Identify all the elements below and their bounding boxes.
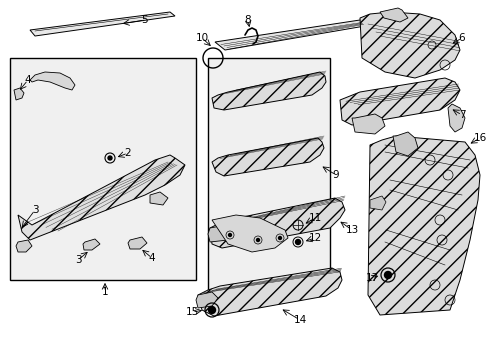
Text: 3: 3 [75,255,81,265]
Polygon shape [83,239,100,250]
Polygon shape [209,198,345,248]
Circle shape [208,306,215,314]
Text: 2: 2 [124,148,131,158]
Circle shape [384,271,391,279]
Polygon shape [369,196,385,210]
Text: 6: 6 [458,33,465,43]
Polygon shape [207,225,231,242]
Circle shape [228,234,231,237]
Polygon shape [359,12,459,78]
Polygon shape [196,292,218,308]
Text: 13: 13 [345,225,358,235]
Polygon shape [14,88,24,100]
Polygon shape [392,132,417,156]
Polygon shape [367,136,479,315]
Bar [207,58,329,290]
Polygon shape [339,78,459,125]
Text: 10: 10 [195,33,208,43]
Text: 14: 14 [293,315,306,325]
Text: 4: 4 [24,75,31,85]
Bar [10,58,196,280]
Polygon shape [447,104,464,132]
Text: 12: 12 [308,233,321,243]
Circle shape [256,239,259,242]
Polygon shape [16,240,32,252]
Polygon shape [212,138,324,176]
Text: 15: 15 [185,307,198,317]
Polygon shape [215,20,364,50]
Text: 3: 3 [32,205,38,215]
Circle shape [278,237,281,239]
Polygon shape [212,215,287,252]
Polygon shape [30,72,75,90]
Polygon shape [212,72,325,110]
Text: 8: 8 [244,15,251,25]
Text: 16: 16 [472,133,486,143]
Text: 7: 7 [458,110,465,120]
Text: 17: 17 [365,273,378,283]
Circle shape [108,156,112,160]
Text: 11: 11 [308,213,321,223]
Polygon shape [30,12,175,36]
Text: 1: 1 [102,287,108,297]
Polygon shape [128,237,147,249]
Polygon shape [379,8,407,22]
Polygon shape [198,268,341,316]
Circle shape [295,239,300,244]
Polygon shape [351,114,384,134]
Text: 5: 5 [142,15,148,25]
Text: 9: 9 [332,170,339,180]
Polygon shape [150,192,168,205]
Text: 4: 4 [148,253,155,263]
Polygon shape [18,155,184,240]
